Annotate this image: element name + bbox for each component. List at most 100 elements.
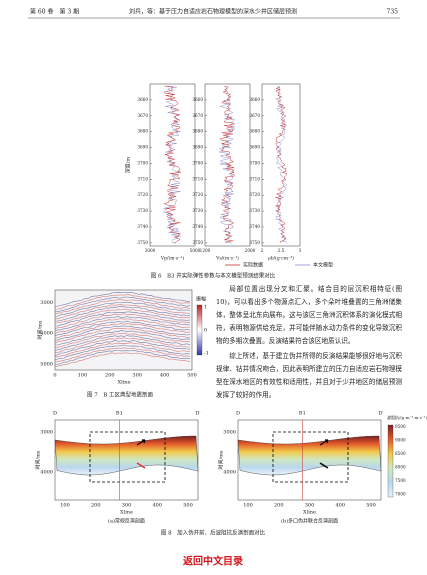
x-axis-label: Xline xyxy=(120,510,133,516)
arrow xyxy=(136,462,146,469)
log-curve xyxy=(219,85,235,244)
reflector xyxy=(54,352,191,367)
colorbar-tick: -1 xyxy=(204,351,209,357)
depth-tick-label: 3670 xyxy=(249,113,260,118)
depth-tick-label: 3700 xyxy=(192,160,203,165)
depth-tick-label: 3740 xyxy=(249,224,260,229)
colorbar-tick: 7500 xyxy=(395,478,406,483)
depth-tick-label: 3710 xyxy=(137,176,148,181)
x-tick-label: 5000 xyxy=(190,248,201,253)
x-tick-label: 400 xyxy=(335,503,345,509)
depth-tick-label: 3720 xyxy=(137,192,148,197)
reflector xyxy=(54,350,191,365)
caption: 图 6 B3 井实际弹性参数与本文模型预测结果对比 xyxy=(151,272,276,280)
x-tick-label: 2 xyxy=(261,248,264,253)
caption: 图 7 B 工区典型地震剖面 xyxy=(87,391,154,399)
reflector xyxy=(54,311,191,327)
depth-tick-label: 3710 xyxy=(192,176,203,181)
reflector xyxy=(54,340,191,356)
back-link[interactable]: 返回中文目录 xyxy=(183,555,243,568)
reflector xyxy=(54,296,191,313)
section-label: D xyxy=(236,411,240,417)
x-axis-label: Xline xyxy=(303,510,316,516)
depth-tick-label: 3680 xyxy=(249,129,260,134)
seismic-bg xyxy=(54,289,193,371)
depth-tick-label: 3710 xyxy=(249,176,260,181)
reflector xyxy=(54,294,191,310)
log-curve xyxy=(163,85,182,244)
depth-tick-label: 3690 xyxy=(192,145,203,150)
x-tick-label: 2000 xyxy=(245,248,256,253)
y-tick-label: 4000 xyxy=(40,331,53,337)
paragraph: 局部位置出现分叉和汇聚。结合目的层沉积相特征(图 10)，可以看出多个物源点汇入… xyxy=(216,285,402,345)
y-tick-label: 5000 xyxy=(40,361,53,367)
x-tick-label: 500 xyxy=(187,373,197,379)
caption: 图 8 加入伪井前、后波阻抗反演剖面对比 xyxy=(161,529,266,537)
depth-tick-label: 3750 xyxy=(249,240,260,245)
arrow xyxy=(319,439,329,446)
depth-tick-label: 3670 xyxy=(192,113,203,118)
y-axis-label: 时间/ms xyxy=(37,320,44,339)
depth-tick-label: 3730 xyxy=(137,208,148,213)
y-axis-label: 时间/ms xyxy=(218,450,225,469)
subcaption: (b)多口伪井联合反演剖面 xyxy=(281,518,338,525)
reflector xyxy=(54,330,191,346)
section-label: B1 xyxy=(299,411,306,417)
x-tick-label: 300 xyxy=(305,503,315,509)
x-tick-label: 3000 xyxy=(145,248,156,253)
colorbar-tick: 8500 xyxy=(395,451,406,456)
depth-tick-label: 3740 xyxy=(137,224,148,229)
reflector xyxy=(54,308,191,324)
x-tick-label: 2.5 xyxy=(278,248,285,253)
panel-frame xyxy=(204,83,251,247)
reflector xyxy=(54,337,191,354)
colorbar-tick: 1 xyxy=(204,305,207,311)
x-axis-label: ρb/(g·cm⁻³) xyxy=(268,255,294,262)
log-curve xyxy=(163,85,181,244)
reflector xyxy=(54,318,191,334)
reflector xyxy=(54,301,191,318)
colorbar xyxy=(196,304,203,356)
running-title: 刘兵，等：基于压力自适应岩石物理模型的深水少井区储层预测 xyxy=(129,8,297,16)
impedance-band xyxy=(54,435,199,476)
depth-tick-label: 3690 xyxy=(249,145,260,150)
reflector xyxy=(54,332,191,349)
reflector xyxy=(54,306,191,322)
colorbar-tick: 9500 xyxy=(395,424,406,429)
depth-tick-label: 3680 xyxy=(137,129,148,134)
depth-tick-label: 3720 xyxy=(192,192,203,197)
arrow xyxy=(319,462,329,469)
colorbar-tick: 7000 xyxy=(395,492,406,497)
highlight-box xyxy=(272,431,349,483)
depth-tick-label: 3690 xyxy=(137,145,148,150)
y-axis-label: 时间/ms xyxy=(35,450,42,469)
depth-tick-label: 3730 xyxy=(249,208,260,213)
reflector xyxy=(54,325,191,341)
x-tick-label: 100 xyxy=(60,503,70,509)
x-tick-label: 400 xyxy=(160,373,170,379)
depth-tick-label: 3700 xyxy=(249,160,260,165)
y-tick-label: 4000 xyxy=(40,470,53,476)
depth-tick-label: 3700 xyxy=(137,160,148,165)
page-number: 735 xyxy=(387,9,399,16)
colorbar-tick: 8000 xyxy=(395,465,406,470)
colorbar-tick: 9000 xyxy=(395,438,406,443)
section-label: D′ xyxy=(195,411,201,417)
x-tick-label: 0 xyxy=(53,373,56,379)
legend-label: 本文模型 xyxy=(313,262,333,269)
x-tick-label: 200 xyxy=(274,503,284,509)
reflector xyxy=(54,313,190,329)
depth-tick-label: 3660 xyxy=(192,97,203,102)
panel-frame xyxy=(149,83,196,247)
y-tick-label: 3000 xyxy=(223,430,236,436)
reflector xyxy=(54,347,191,362)
x-tick-label: 200 xyxy=(105,373,115,379)
x-tick-label: 1200 xyxy=(200,248,211,253)
log-curve xyxy=(274,85,288,244)
x-tick-label: 100 xyxy=(78,373,88,379)
x-tick-label: 100 xyxy=(243,503,253,509)
depth-tick-label: 3730 xyxy=(192,208,203,213)
section-label: D xyxy=(53,411,57,417)
reflector xyxy=(54,342,191,358)
section-label: D′ xyxy=(378,411,384,417)
